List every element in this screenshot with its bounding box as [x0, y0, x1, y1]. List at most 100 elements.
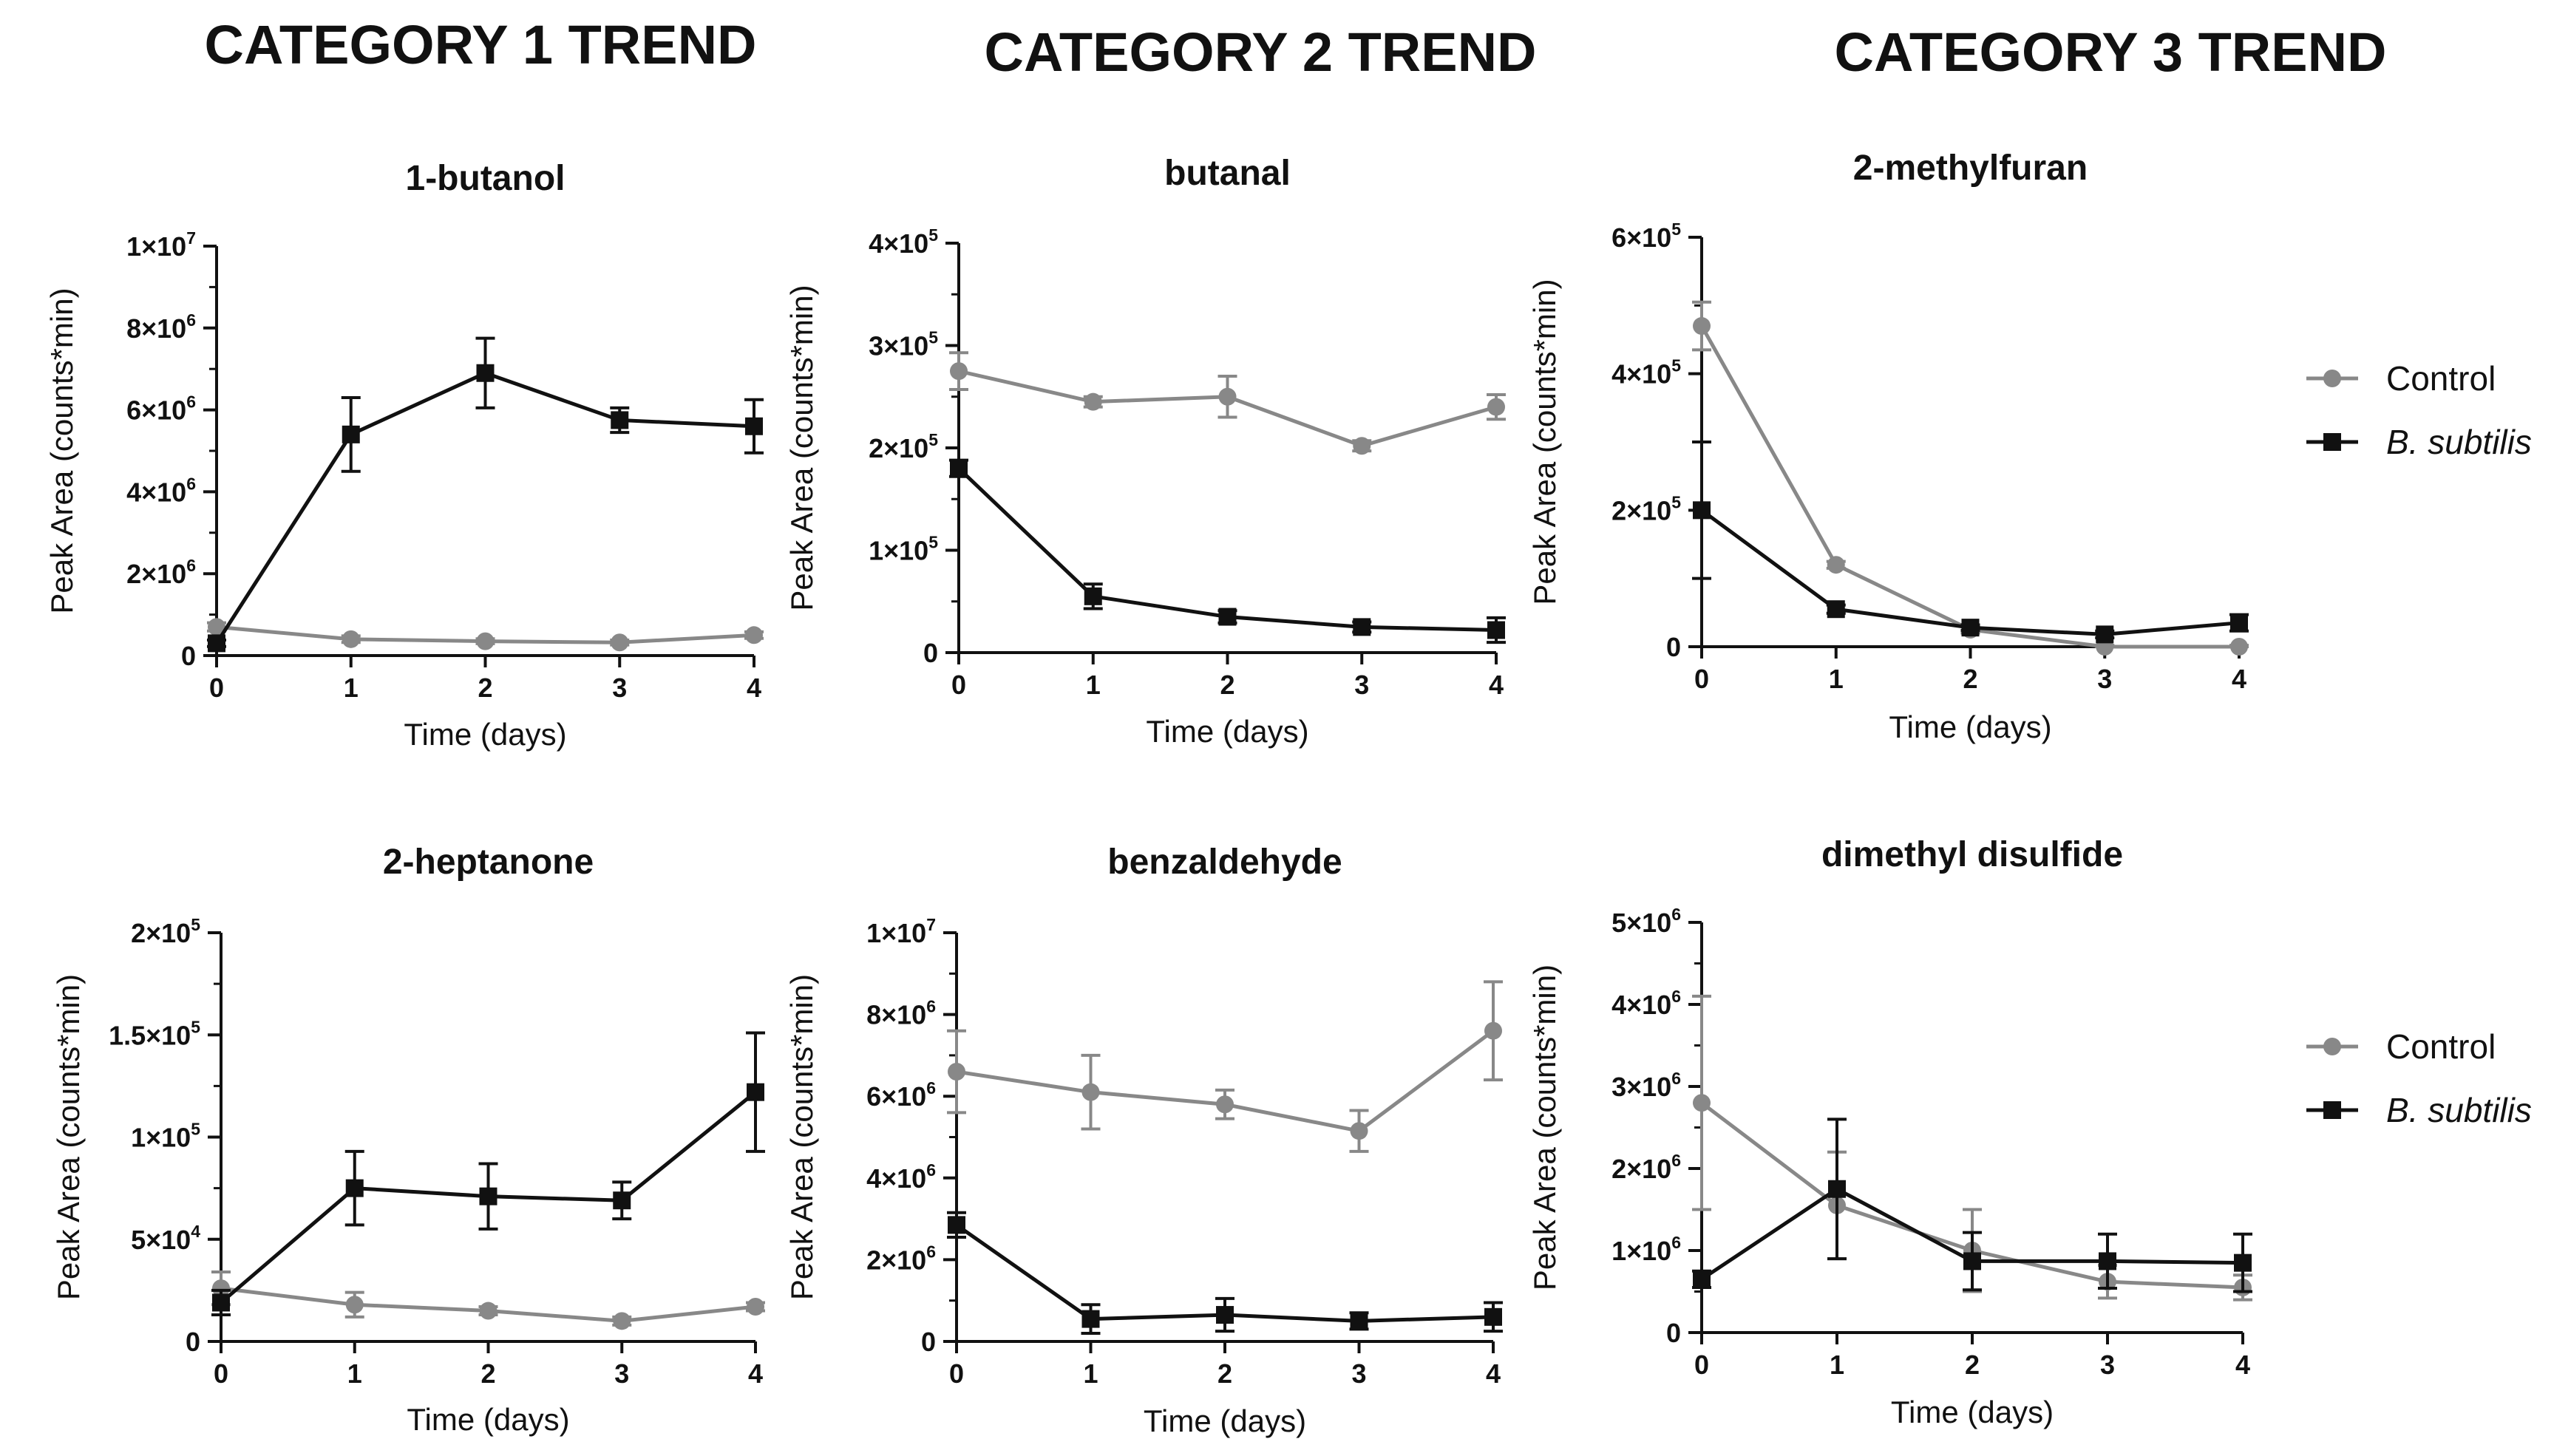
y-tick-exponent: 5 [928, 533, 938, 552]
butanal-control-point [1487, 398, 1505, 416]
2-methylfuran-x-tick-label: 2 [1963, 664, 1977, 694]
butanal-y-tick-label: 3×105 [869, 328, 938, 361]
y-tick-mantissa: 4 [866, 1163, 881, 1194]
2-methylfuran-b-subtilis-point [2096, 625, 2114, 644]
y-tick-value: 0 [186, 1327, 200, 1357]
chart-1-butanol: 1-butanol Time (days) Peak Area (counts*mi… [44, 159, 764, 752]
legend-top: Control B. subtilis [2306, 359, 2532, 461]
2-methylfuran-x-axis-label: Time (days) [1889, 710, 2051, 744]
y-tick-times: ×10 [881, 1163, 926, 1194]
y-tick-mantissa: 1 [866, 918, 881, 948]
benzaldehyde-b-subtilis-point [1216, 1306, 1234, 1324]
legend-b-subtilis-label: B. subtilis [2386, 423, 2532, 461]
2-heptanone-y-tick-label: 1.5×105 [109, 1017, 200, 1050]
butanal-y-tick-label: 2×105 [869, 430, 938, 463]
legend-control-marker [2323, 1038, 2341, 1055]
2-heptanone-control-point [747, 1297, 764, 1316]
y-tick-mantissa: 1 [869, 536, 883, 566]
dimethyl-disulfide-title: dimethyl disulfide [1821, 835, 2123, 874]
2-heptanone-control-point [613, 1312, 631, 1330]
y-tick-exponent: 5 [928, 328, 938, 347]
y-tick-mantissa: 1 [1611, 1236, 1626, 1266]
y-tick-mantissa: 1 [131, 1123, 146, 1153]
legend-control-label: Control [2386, 359, 2496, 398]
y-tick-exponent: 6 [186, 310, 196, 330]
y-tick-mantissa: 2 [131, 918, 146, 948]
2-heptanone-title: 2-heptanone [383, 843, 594, 882]
y-tick-times: ×10 [141, 313, 186, 344]
y-tick-exponent: 6 [1671, 1233, 1681, 1252]
y-tick-times: ×10 [881, 1000, 926, 1030]
y-tick-mantissa: 8 [866, 1000, 881, 1030]
benzaldehyde-x-tick-label: 3 [1351, 1358, 1366, 1389]
y-tick-mantissa: 2 [126, 559, 141, 589]
benzaldehyde-control-point [1350, 1122, 1368, 1140]
1-butanol-y-tick-label: 2×106 [126, 556, 196, 589]
butanal-control-point [1218, 387, 1237, 406]
2-heptanone-x-tick-label: 3 [614, 1358, 629, 1389]
y-tick-times: ×10 [146, 1225, 191, 1255]
1-butanol-b-subtilis-point [745, 417, 763, 435]
dimethyl-disulfide-x-tick-label: 0 [1694, 1350, 1709, 1380]
1-butanol-y-tick-label: 8×106 [126, 310, 196, 344]
butanal-control-point [1084, 392, 1102, 411]
butanal-y-tick-label: 4×105 [869, 225, 938, 259]
butanal-title: butanal [1164, 154, 1291, 193]
y-tick-mantissa: 3 [1611, 1072, 1626, 1102]
y-tick-times: ×10 [1626, 990, 1671, 1020]
1-butanol-x-tick-label: 2 [478, 673, 492, 703]
y-tick-times: ×10 [141, 231, 186, 262]
benzaldehyde-b-subtilis-point [948, 1216, 965, 1234]
y-tick-mantissa: 4 [1611, 359, 1626, 389]
1-butanol-y-tick-label: 4×106 [126, 474, 196, 507]
y-tick-exponent: 5 [191, 1017, 200, 1036]
y-tick-times: ×10 [881, 918, 926, 948]
dimethyl-disulfide-y-tick-label: 4×106 [1611, 987, 1681, 1020]
1-butanol-b-subtilis-point [611, 411, 629, 429]
y-tick-exponent: 6 [186, 474, 196, 493]
y-tick-mantissa: 2 [869, 433, 883, 463]
y-tick-mantissa: 5 [131, 1225, 146, 1255]
benzaldehyde-y-tick-label: 8×106 [866, 997, 936, 1030]
1-butanol-control-point [208, 618, 225, 636]
legend-b-subtilis-marker [2323, 433, 2341, 451]
y-tick-value: 0 [1666, 632, 1681, 662]
y-tick-exponent: 6 [1671, 1069, 1681, 1088]
y-tick-mantissa: 6 [1611, 222, 1626, 253]
benzaldehyde-b-subtilis-point [1484, 1307, 1502, 1326]
2-methylfuran-b-subtilis-line [1700, 508, 2240, 636]
butanal-b-subtilis-point [1084, 587, 1102, 605]
dimethyl-disulfide-b-subtilis-point [1693, 1270, 1711, 1288]
benzaldehyde-b-subtilis-point [1081, 1310, 1100, 1328]
y-tick-exponent: 6 [1671, 1151, 1681, 1170]
y-tick-exponent: 6 [926, 997, 936, 1016]
y-tick-exponent: 5 [928, 225, 938, 245]
1-butanol-x-axis-label: Time (days) [404, 717, 566, 752]
benzaldehyde-y-tick-label: 2×106 [866, 1242, 936, 1275]
dimethyl-disulfide-x-tick-label: 3 [2100, 1350, 2115, 1380]
y-tick-times: ×10 [883, 331, 928, 361]
butanal-control-point [950, 362, 968, 381]
legend-control-label: Control [2386, 1027, 2496, 1066]
benzaldehyde-control-point [1216, 1095, 1234, 1114]
chart-2-heptanone: 2-heptanone Time (days) Peak Area (counts*… [51, 843, 765, 1437]
2-heptanone-b-subtilis-point [613, 1191, 631, 1210]
y-tick-mantissa: 4 [869, 228, 883, 259]
benzaldehyde-x-tick-label: 2 [1217, 1358, 1232, 1389]
benzaldehyde-y-tick-label: 0 [921, 1327, 936, 1357]
y-tick-exponent: 6 [926, 1078, 936, 1098]
y-tick-mantissa: 8 [126, 313, 141, 344]
2-heptanone-b-subtilis-point [479, 1187, 497, 1205]
dimethyl-disulfide-y-tick-label: 3×106 [1611, 1069, 1681, 1102]
y-tick-value: 0 [1666, 1318, 1681, 1348]
2-methylfuran-b-subtilis-point [1961, 619, 1980, 637]
2-methylfuran-y-axis-label: Peak Area (counts*min) [1527, 279, 1562, 605]
2-methylfuran-control-point [1827, 556, 1845, 574]
2-heptanone-y-tick-label: 2×105 [131, 915, 200, 948]
1-butanol-b-subtilis-point [476, 364, 495, 382]
benzaldehyde-y-tick-label: 6×106 [866, 1078, 936, 1112]
legend-control-marker [2323, 370, 2341, 387]
y-tick-times: ×10 [883, 433, 928, 463]
legend-b-subtilis-marker [2323, 1101, 2341, 1119]
chart-dimethyl-disulfide: dimethyl disulfide Time (days) Peak Area (… [1527, 835, 2252, 1429]
